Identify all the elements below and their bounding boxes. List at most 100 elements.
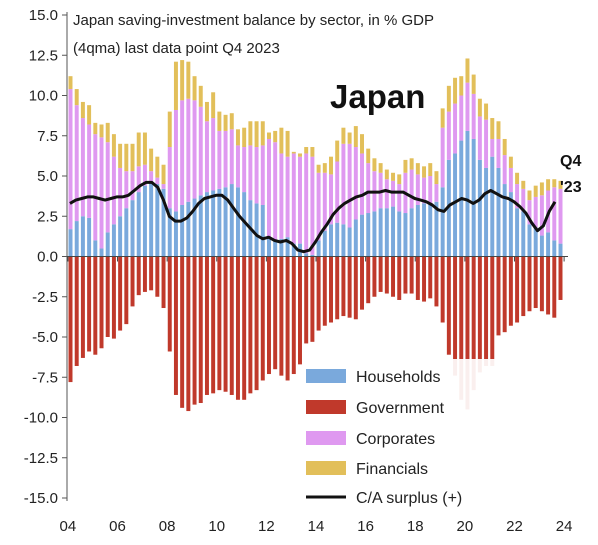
bar-corporates (515, 184, 520, 209)
bar-financials (211, 92, 216, 119)
bar-financials (397, 174, 402, 185)
bar-government (378, 256, 383, 292)
bar-corporates (502, 155, 507, 185)
bar-corporates (118, 167, 123, 217)
bar-corporates (415, 174, 420, 205)
bar-financials (384, 169, 389, 180)
bar-corporates (360, 153, 364, 215)
bar-households (74, 221, 79, 257)
bar-corporates (533, 196, 538, 228)
bar-financials (291, 151, 296, 154)
bar-households (68, 229, 73, 257)
y-tick-label: 0.0 (37, 249, 58, 266)
bar-corporates (124, 171, 129, 209)
bar-government (360, 256, 364, 310)
legend-swatch-government (306, 400, 346, 414)
bar-corporates (484, 119, 489, 168)
bar-financials (235, 129, 240, 146)
bar-corporates (254, 147, 259, 204)
bar-government (260, 256, 265, 381)
bar-corporates (397, 184, 402, 212)
bar-government (409, 256, 414, 294)
bar-corporates (409, 169, 414, 209)
bar-financials (446, 85, 451, 112)
x-tick-label: 08 (159, 518, 176, 535)
bar-financials (180, 60, 185, 101)
bar-households (453, 153, 458, 257)
bar-government (173, 256, 178, 395)
bar-households (155, 184, 160, 257)
bar-government (291, 256, 296, 375)
bar-corporates (347, 143, 352, 228)
bar-financials (254, 121, 259, 148)
bar-corporates (217, 130, 222, 189)
bar-households (192, 198, 197, 257)
bar-government (211, 256, 216, 394)
y-tick-label: -2.5 (32, 289, 58, 306)
bar-financials (502, 138, 507, 156)
bar-financials (80, 101, 85, 119)
bar-corporates (434, 184, 439, 202)
bar-government (527, 256, 532, 312)
bar-financials (173, 61, 178, 110)
bar-households (391, 206, 396, 257)
bar-financials (403, 159, 408, 173)
bar-government (279, 256, 284, 376)
bar-government (68, 256, 73, 383)
bar-financials (273, 130, 278, 143)
bar-households (403, 213, 408, 257)
bar-government (515, 256, 520, 323)
bar-government (217, 256, 222, 391)
bar-households (204, 192, 209, 257)
x-tick-label: 14 (308, 518, 325, 535)
bar-households (118, 216, 123, 257)
bar-financials (267, 132, 271, 139)
bar-government (434, 256, 439, 307)
bar-corporates (422, 177, 427, 204)
x-tick-label: 24 (556, 518, 573, 535)
x-tick-label: 06 (109, 518, 126, 535)
bar-financials (360, 134, 364, 154)
bar-corporates (68, 89, 73, 230)
bar-corporates (521, 188, 526, 212)
bar-households (477, 159, 482, 257)
bar-households (186, 201, 191, 257)
bar-households (167, 208, 172, 257)
bar-government (235, 256, 240, 400)
bar-financials (322, 163, 327, 173)
bar-households (502, 184, 507, 257)
bar-government (204, 256, 209, 395)
bar-financials (546, 179, 551, 191)
bar-corporates (446, 111, 451, 160)
bar-government (198, 256, 203, 404)
bar-financials (285, 130, 290, 157)
bar-corporates (142, 164, 147, 186)
bar-households (335, 222, 340, 257)
bar-corporates (471, 93, 476, 139)
bar-corporates (93, 134, 98, 241)
end-label-quarter: Q4 (560, 153, 581, 170)
bar-corporates (155, 177, 160, 185)
legend-swatch-households (306, 369, 346, 383)
y-tick-label: -12.5 (24, 450, 58, 467)
bar-households (422, 203, 427, 257)
bar-financials (539, 182, 544, 196)
bar-financials (204, 101, 209, 122)
bar-government (533, 256, 538, 309)
legend-label-c-a-surplus: C/A surplus (+) (356, 490, 462, 507)
bar-government (316, 256, 321, 331)
bar-households (496, 167, 501, 257)
bar-corporates (304, 153, 309, 254)
bar-households (223, 187, 228, 257)
bar-financials (465, 58, 470, 83)
bar-households (80, 216, 85, 257)
bar-financials (142, 132, 147, 165)
bar-government (341, 256, 346, 317)
bar-government (267, 256, 271, 375)
bar-households (546, 232, 551, 257)
bar-government (254, 256, 259, 391)
bar-households (99, 248, 104, 257)
bar-government (180, 256, 185, 408)
bar-households (558, 243, 563, 257)
ca-surplus-line (69, 180, 557, 254)
